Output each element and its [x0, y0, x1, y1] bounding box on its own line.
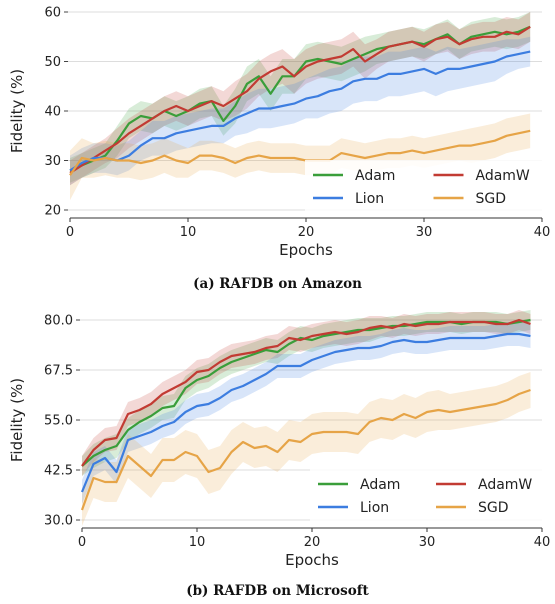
- y-axis-label: Fidelity (%): [8, 69, 26, 153]
- legend: Adam AdamW Lion SGD: [310, 469, 542, 521]
- chart-amazon: 20 30 40 50 60 0 10 20 30 40 Epochs Fidelity (%) Ada…: [8, 6, 551, 260]
- x-axis-label: Epochs: [285, 551, 339, 569]
- y-tick-label: 42.5: [44, 464, 73, 479]
- caption-microsoft: (b) RAFDB on Microsoft: [186, 583, 369, 599]
- legend-label-adam: Adam: [360, 477, 400, 493]
- legend-label-lion: Lion: [360, 500, 389, 516]
- x-tick-label: 0: [66, 225, 74, 240]
- series-line-adamw: [69, 25, 531, 174]
- x-tick-label: 20: [304, 535, 321, 550]
- x-tick-label: 30: [419, 535, 436, 550]
- y-tick-label: 40: [44, 105, 61, 120]
- band-adamw: [82, 310, 531, 476]
- legend-label-adamw: AdamW: [476, 168, 530, 184]
- legend-label-lion: Lion: [355, 191, 384, 207]
- x-tick-label: 0: [78, 535, 86, 550]
- band-lion: [82, 322, 531, 504]
- y-tick-label: 50: [44, 55, 61, 70]
- x-tick-label: 10: [189, 535, 206, 550]
- y-tick-label: 60: [44, 6, 61, 21]
- series-line-sgd: [80, 388, 531, 511]
- series-line-sgd: [69, 129, 531, 176]
- y-tick-label: 30.0: [44, 514, 73, 529]
- legend-label-sgd: SGD: [476, 191, 507, 207]
- x-tick-label: 40: [534, 535, 551, 550]
- band-lion: [70, 36, 531, 186]
- y-tick-label: 20: [44, 204, 61, 219]
- y-tick-label: 55.0: [44, 414, 73, 429]
- x-tick-label: 10: [180, 225, 197, 240]
- series-line-adamw: [81, 318, 531, 467]
- x-axis-label: Epochs: [279, 241, 333, 259]
- band-adamw: [70, 12, 531, 186]
- series-line-lion: [80, 332, 531, 493]
- legend-label-adamw: AdamW: [478, 477, 532, 493]
- caption-amazon: (a) RAFDB on Amazon: [193, 276, 362, 292]
- legend: Adam AdamW Lion SGD: [305, 160, 542, 212]
- band-sgd: [70, 113, 531, 201]
- x-tick-label: 40: [534, 225, 551, 240]
- x-tick-label: 20: [298, 225, 315, 240]
- x-tick-label: 30: [416, 225, 433, 240]
- series-line-lion: [69, 50, 531, 172]
- legend-label-adam: Adam: [355, 168, 395, 184]
- chart-microsoft: 30.0 42.5 55.0 67.5 80.0 0 10 20 30 40 Epochs Fidel…: [8, 310, 551, 569]
- band-adam: [70, 12, 531, 183]
- y-tick-label: 67.5: [44, 364, 73, 379]
- y-axis-label: Fidelity (%): [8, 378, 26, 462]
- y-tick-label: 30: [44, 154, 61, 169]
- legend-box: [310, 469, 542, 521]
- band-adam: [82, 310, 531, 476]
- y-tick-label: 80.0: [44, 314, 73, 329]
- legend-box: [305, 160, 542, 212]
- legend-label-sgd: SGD: [478, 500, 509, 516]
- band-sgd: [82, 372, 531, 526]
